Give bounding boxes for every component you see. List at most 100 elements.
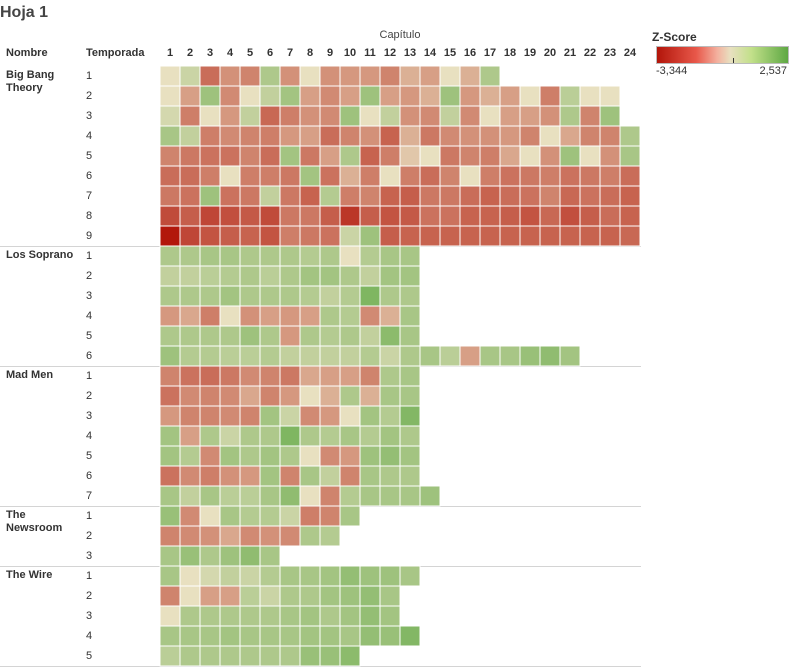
heatmap-cell[interactable]: Mad Men T4 C1: 0.8 — [159, 425, 181, 447]
heatmap-cell[interactable]: Big Bang Theory T2 C19: 0 — [519, 85, 541, 107]
heatmap-cell[interactable]: Big Bang Theory T7 C8: -1.5 — [299, 185, 321, 207]
heatmap-cell[interactable]: Big Bang Theory T9 C7: -1 — [279, 225, 301, 247]
heatmap-cell[interactable]: Big Bang Theory T6 C13: -1 — [399, 165, 421, 187]
heatmap-cell[interactable]: Los Soprano T5 C10: 0.6 — [339, 325, 361, 347]
heatmap-cell[interactable]: Big Bang Theory T4 C10: -0.9 — [339, 125, 361, 147]
heatmap-cell[interactable]: Big Bang Theory T6 C6: -1 — [259, 165, 281, 187]
heatmap-cell[interactable]: Big Bang Theory T6 C9: -1.2 — [319, 165, 341, 187]
heatmap-cell[interactable]: Big Bang Theory T4 C22: -0.9 — [579, 125, 601, 147]
heatmap-cell[interactable]: Big Bang Theory T8 C6: -2 — [259, 205, 281, 227]
heatmap-cell[interactable]: Big Bang Theory T7 C13: -1.6 — [399, 185, 421, 207]
heatmap-cell[interactable]: Big Bang Theory T6 C24: -1.3 — [619, 165, 641, 187]
heatmap-cell[interactable]: Los Soprano T6 C7: 0.3 — [279, 345, 301, 367]
heatmap-cell[interactable]: Big Bang Theory T8 C12: -1.8 — [379, 205, 401, 227]
heatmap-cell[interactable]: Los Soprano T4 C8: -0.5 — [299, 305, 321, 327]
heatmap-cell[interactable]: Los Soprano T3 C3: 0.6 — [199, 285, 221, 307]
heatmap-cell[interactable]: Big Bang Theory T6 C18: -1.2 — [499, 165, 521, 187]
heatmap-cell[interactable]: Big Bang Theory T7 C11: -0.9 — [359, 185, 381, 207]
heatmap-cell[interactable]: Mad Men T3 C1: -0.6 — [159, 405, 181, 427]
heatmap-cell[interactable]: Big Bang Theory T7 C10: -1 — [339, 185, 361, 207]
heatmap-cell[interactable]: Big Bang Theory T3 C21: 0.6 — [559, 105, 581, 127]
heatmap-cell[interactable]: Mad Men T5 C13: 0.8 — [399, 445, 421, 467]
heatmap-cell[interactable]: Mad Men T7 C8: 0 — [299, 485, 321, 507]
heatmap-cell[interactable]: The Wire T4 C9: 0.8 — [319, 625, 341, 647]
heatmap-cell[interactable]: Big Bang Theory T4 C15: -0.8 — [439, 125, 461, 147]
heatmap-cell[interactable]: Big Bang Theory T4 C13: -0.3 — [399, 125, 421, 147]
heatmap-cell[interactable]: Los Soprano T2 C3: 0.4 — [199, 265, 221, 287]
heatmap-cell[interactable]: Big Bang Theory T9 C16: -1.5 — [459, 225, 481, 247]
heatmap-cell[interactable]: Big Bang Theory T6 C5: -1 — [239, 165, 261, 187]
heatmap-cell[interactable]: Mad Men T7 C4: 0.4 — [219, 485, 241, 507]
heatmap-cell[interactable]: Big Bang Theory T1 C3: -1.3 — [199, 65, 221, 87]
heatmap-cell[interactable]: Big Bang Theory T9 C4: -1.6 — [219, 225, 241, 247]
heatmap-cell[interactable]: Big Bang Theory T8 C4: -1.9 — [219, 205, 241, 227]
heatmap-cell[interactable]: Big Bang Theory T4 C21: -0.4 — [559, 125, 581, 147]
heatmap-cell[interactable]: The Newsroom T2 C6: -0.7 — [259, 525, 281, 547]
heatmap-cell[interactable]: Los Soprano T2 C5: 0.6 — [239, 265, 261, 287]
heatmap-cell[interactable]: Big Bang Theory T5 C2: -1.1 — [179, 145, 201, 167]
heatmap-cell[interactable]: The Wire T2 C10: 0.9 — [339, 585, 361, 607]
heatmap-cell[interactable]: Big Bang Theory T7 C15: -1.1 — [439, 185, 461, 207]
heatmap-cell[interactable]: The Wire T4 C6: 0.7 — [259, 625, 281, 647]
row-header-nombre[interactable]: Nombre — [6, 47, 48, 59]
heatmap-cell[interactable]: Los Soprano T2 C6: 0.4 — [259, 265, 281, 287]
heatmap-cell[interactable]: Los Soprano T2 C8: 0.8 — [299, 265, 321, 287]
heatmap-cell[interactable]: Los Soprano T1 C5: 0.6 — [239, 245, 261, 267]
heatmap-cell[interactable]: The Wire T1 C10: 1.1 — [339, 565, 361, 587]
heatmap-cell[interactable]: Big Bang Theory T4 C5: -0.9 — [239, 125, 261, 147]
heatmap-cell[interactable]: Big Bang Theory T2 C10: -0.5 — [339, 85, 361, 107]
heatmap-cell[interactable]: The Wire T1 C4: 0.3 — [219, 565, 241, 587]
heatmap-cell[interactable]: Big Bang Theory T2 C17: -0.3 — [479, 85, 501, 107]
heatmap-cell[interactable]: Big Bang Theory T7 C19: -1.2 — [519, 185, 541, 207]
show-label[interactable]: Big Bang Theory — [6, 69, 55, 94]
heatmap-cell[interactable]: Big Bang Theory T9 C6: -1.8 — [259, 225, 281, 247]
heatmap-cell[interactable]: The Wire T3 C10: 0.8 — [339, 605, 361, 627]
heatmap-cell[interactable]: Big Bang Theory T8 C5: -1.7 — [239, 205, 261, 227]
heatmap-cell[interactable]: Los Soprano T1 C3: 0.7 — [199, 245, 221, 267]
heatmap-cell[interactable]: Big Bang Theory T6 C3: -1 — [199, 165, 221, 187]
heatmap-cell[interactable]: Big Bang Theory T8 C24: -1.5 — [619, 205, 641, 227]
heatmap-cell[interactable]: Big Bang Theory T2 C12: -0.5 — [379, 85, 401, 107]
heatmap-cell[interactable]: The Wire T4 C5: 0.7 — [239, 625, 261, 647]
heatmap-cell[interactable]: Mad Men T4 C10: 0.7 — [339, 425, 361, 447]
heatmap-cell[interactable]: Mad Men T4 C13: 0.6 — [399, 425, 421, 447]
heatmap-cell[interactable]: Big Bang Theory T7 C24: -1.5 — [619, 185, 641, 207]
heatmap-cell[interactable]: Mad Men T3 C5: -0.9 — [239, 405, 261, 427]
heatmap-cell[interactable]: The Wire T5 C10: 1.3 — [339, 645, 361, 667]
heatmap-cell[interactable]: Los Soprano T3 C11: 1.6 — [359, 285, 381, 307]
heatmap-cell[interactable]: Big Bang Theory T2 C2: -0.5 — [179, 85, 201, 107]
heatmap-cell[interactable]: The Wire T4 C11: 1.1 — [359, 625, 381, 647]
heatmap-cell[interactable]: Big Bang Theory T4 C9: -1.3 — [319, 125, 341, 147]
heatmap-cell[interactable]: Mad Men T4 C6: 0.6 — [259, 425, 281, 447]
heatmap-cell[interactable]: Big Bang Theory T2 C22: 0 — [579, 85, 601, 107]
heatmap-cell[interactable]: Mad Men T1 C8: -0.4 — [299, 365, 321, 387]
heatmap-cell[interactable]: Mad Men T3 C11: 0.8 — [359, 405, 381, 427]
heatmap-cell[interactable]: Mad Men T6 C13: 0.6 — [399, 465, 421, 487]
heatmap-cell[interactable]: Big Bang Theory T2 C20: -1 — [539, 85, 561, 107]
heatmap-cell[interactable]: Big Bang Theory T8 C9: -1.6 — [319, 205, 341, 227]
heatmap-cell[interactable]: The Wire T3 C11: 1.1 — [359, 605, 381, 627]
heatmap-cell[interactable]: Mad Men T2 C11: -0.3 — [359, 385, 381, 407]
heatmap-cell[interactable]: Los Soprano T6 C19: 1 — [519, 345, 541, 367]
heatmap-cell[interactable]: Los Soprano T1 C12: 0.7 — [379, 245, 401, 267]
heatmap-cell[interactable]: Big Bang Theory T2 C8: -0.5 — [299, 85, 321, 107]
heatmap-cell[interactable]: Big Bang Theory T1 C17: 0.6 — [479, 65, 501, 87]
heatmap-cell[interactable]: Big Bang Theory T7 C1: -1.1 — [159, 185, 181, 207]
heatmap-cell[interactable]: Los Soprano T3 C2: 0.6 — [179, 285, 201, 307]
heatmap-cell[interactable]: The Wire T3 C1: 0 — [159, 605, 181, 627]
heatmap-cell[interactable]: Big Bang Theory T7 C5: -1.1 — [239, 185, 261, 207]
heatmap-cell[interactable]: Los Soprano T1 C4: 0.7 — [219, 245, 241, 267]
heatmap-cell[interactable]: Los Soprano T6 C14: 0.7 — [419, 345, 441, 367]
heatmap-cell[interactable]: Big Bang Theory T7 C17: -1.5 — [479, 185, 501, 207]
heatmap-cell[interactable]: The Wire T5 C6: 0.6 — [259, 645, 281, 667]
row-header-temporada[interactable]: Temporada — [86, 47, 145, 59]
heatmap-cell[interactable]: Big Bang Theory T1 C15: 0 — [439, 65, 461, 87]
heatmap-cell[interactable]: The Wire T5 C5: 0.6 — [239, 645, 261, 667]
heatmap-cell[interactable]: Big Bang Theory T5 C15: -1.1 — [439, 145, 461, 167]
heatmap-cell[interactable]: The Wire T1 C7: 0.7 — [279, 565, 301, 587]
heatmap-cell[interactable]: Los Soprano T4 C5: -0.7 — [239, 305, 261, 327]
heatmap-cell[interactable]: The Wire T5 C4: 0.6 — [219, 645, 241, 667]
heatmap-cell[interactable]: Mad Men T7 C9: -0.9 — [319, 485, 341, 507]
heatmap-cell[interactable]: Big Bang Theory T4 C2: 0.3 — [179, 125, 201, 147]
heatmap-cell[interactable]: Big Bang Theory T6 C23: -1 — [599, 165, 621, 187]
